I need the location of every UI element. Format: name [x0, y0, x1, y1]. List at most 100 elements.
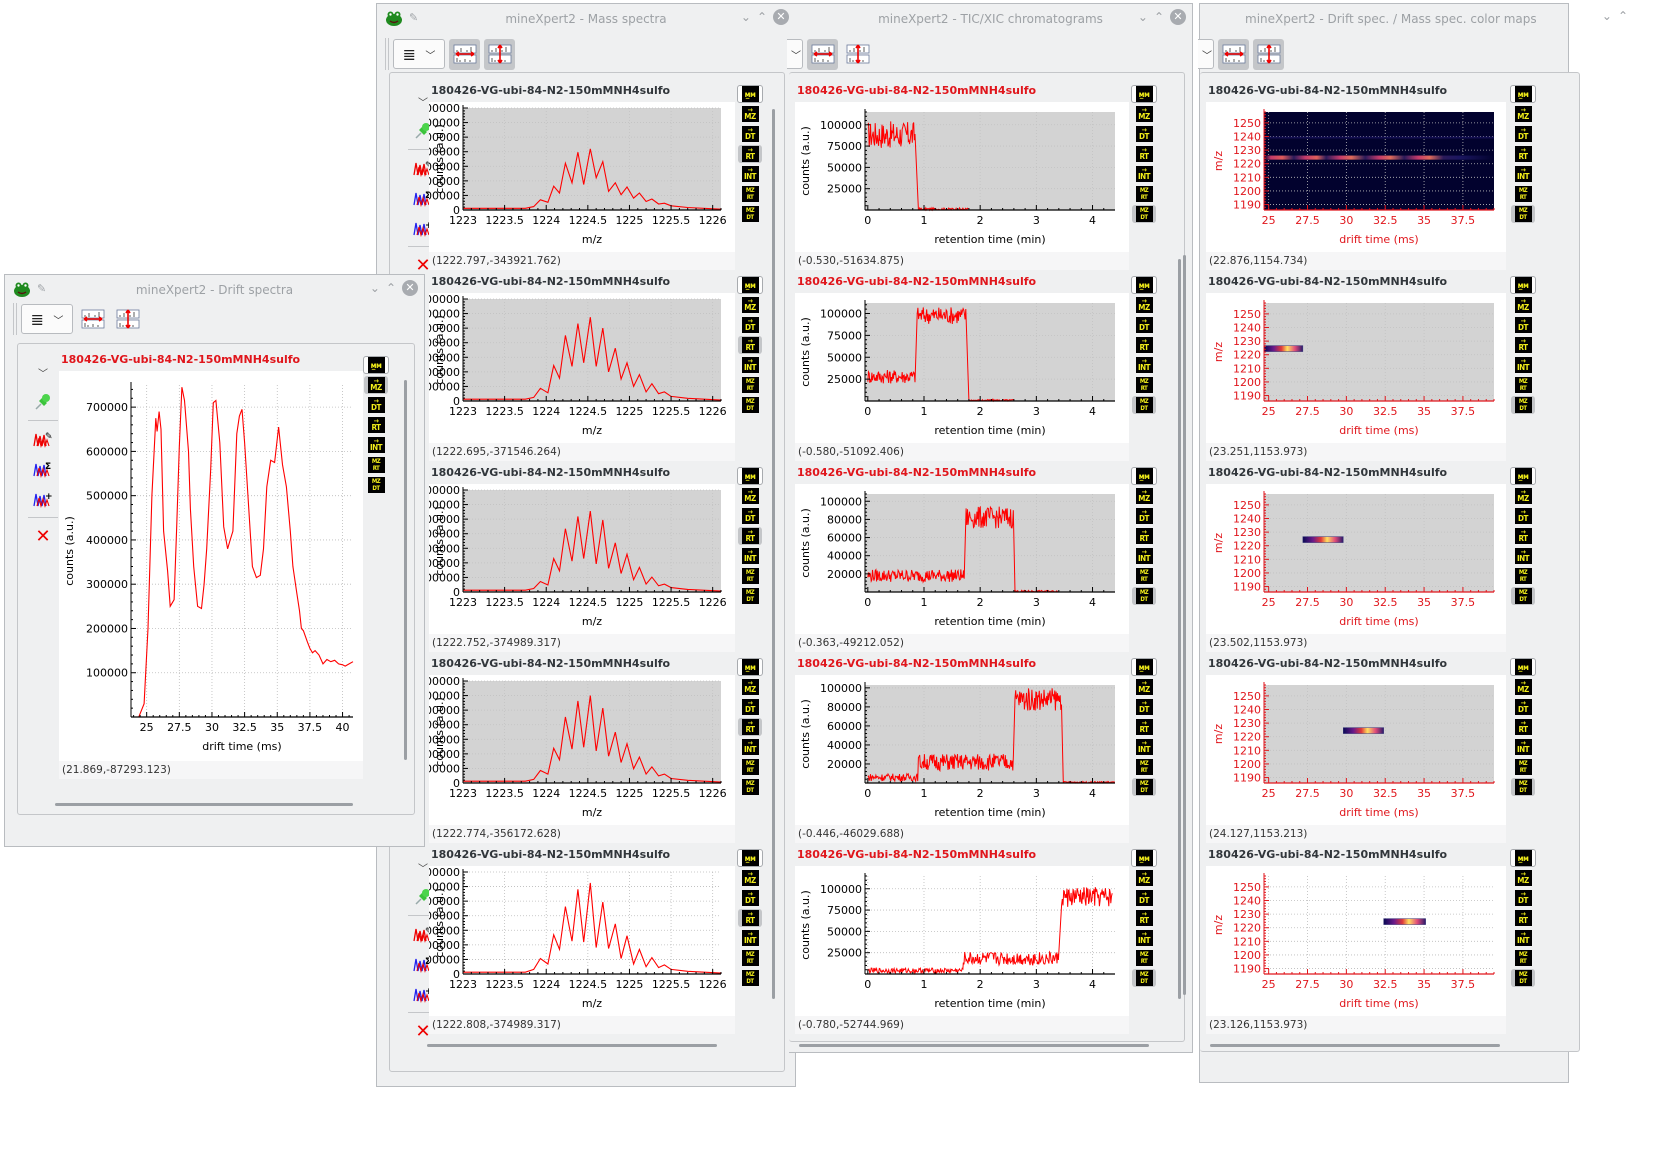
to-dt-button[interactable]: → DT: [738, 316, 762, 334]
to-dt-button[interactable]: → DT: [738, 125, 762, 143]
to-int-button[interactable]: → INT: [1132, 547, 1156, 565]
horizontal-scrollbar[interactable]: [427, 1044, 717, 1047]
to-mz-button[interactable]: → MZ: [1132, 869, 1156, 887]
toolbar-grip[interactable]: [13, 303, 17, 335]
plot-widget[interactable]: 180426-VG-ubi-84-N2-150mMNH4sulfo 1223 122…: [418, 466, 735, 656]
plot-widget[interactable]: 180426-VG-ubi-84-N2-150mMNH4sulfo 1223 122…: [418, 275, 735, 465]
mass-spec-button[interactable]: ᴍ̲ᴍ: [737, 276, 763, 294]
to-dt-button[interactable]: → DT: [1511, 316, 1535, 334]
to-dt-button[interactable]: → DT: [738, 507, 762, 525]
to-dt-button[interactable]: → DT: [738, 889, 762, 907]
plot-widget[interactable]: 180426-VG-ubi-84-N2-150mMNH4sulfo 0 1 2 3 4 25…: [795, 84, 1129, 274]
vertical-scrollbar[interactable]: [772, 109, 775, 999]
plot-widget[interactable]: 180426-VG-ubi-84-N2-150mMNH4sulfo 0 1 2 3 4 25…: [795, 275, 1129, 465]
plot-canvas[interactable]: 25 27.5 30 32.5 35 37.51190120012101220123012…: [1206, 293, 1506, 443]
mz-dt-map-button[interactable]: MZ DT: [1132, 778, 1156, 796]
plot-widget[interactable]: 180426-VG-ubi-84-N2-150mMNH4sulfo 25 27.5 3…: [1206, 84, 1506, 274]
spectrum-sum-icon[interactable]: Σ: [412, 187, 434, 209]
to-mz-button[interactable]: → MZ: [1511, 487, 1535, 505]
mz-dt-map-button[interactable]: MZ DT: [364, 476, 388, 494]
to-int-button[interactable]: → INT: [738, 165, 762, 183]
chevron-down-icon[interactable]: ⌄: [1137, 10, 1148, 24]
mz-dt-map-button[interactable]: MZ DT: [738, 587, 762, 605]
mz-dt-map-button[interactable]: MZ DT: [1511, 778, 1535, 796]
pin-icon[interactable]: ✎: [409, 11, 419, 24]
to-int-button[interactable]: → INT: [1132, 165, 1156, 183]
sync-horizontal-button[interactable]: [449, 38, 480, 70]
to-rt-button[interactable]: → RT: [738, 336, 762, 354]
to-int-button[interactable]: → INT: [738, 738, 762, 756]
mz-rt-map-button[interactable]: MZ RT: [1132, 567, 1156, 585]
mass-spec-button[interactable]: ᴍ̲ᴍ: [1510, 849, 1536, 867]
to-mz-button[interactable]: → MZ: [738, 487, 762, 505]
to-mz-button[interactable]: → MZ: [1511, 678, 1535, 696]
plot-canvas[interactable]: 0 1 2 3 4 20000 40000 60000 80000 100000 retention…: [795, 675, 1129, 825]
mz-dt-map-button[interactable]: MZ DT: [1132, 969, 1156, 987]
delete-red-x-icon[interactable]: ✕: [415, 1020, 431, 1042]
mz-dt-map-button[interactable]: MZ DT: [1132, 587, 1156, 605]
mz-dt-map-button[interactable]: MZ DT: [1511, 205, 1535, 223]
to-rt-button[interactable]: → RT: [738, 527, 762, 545]
to-rt-button[interactable]: → RT: [738, 145, 762, 163]
sync-vertical-button[interactable]: [842, 39, 873, 70]
plot-canvas[interactable]: 1223 1223.5 1224 1224.5 1225 1225.5 1226 0 10000…: [418, 293, 735, 443]
mass-spec-button[interactable]: ᴍ̲ᴍ: [1510, 467, 1536, 485]
plot-canvas[interactable]: 0 1 2 3 4 25000 50000 75000 100000 retention time…: [795, 866, 1129, 1016]
to-int-button[interactable]: → INT: [1132, 738, 1156, 756]
plot-canvas[interactable]: 25 27.5 30 32.5 35 37.51190120012101220123012…: [1206, 484, 1506, 634]
to-mz-button[interactable]: → MZ: [738, 678, 762, 696]
plot-canvas[interactable]: 25 27.5 30 32.5 35 37.5 40 100000 200000 300000 40…: [59, 371, 363, 761]
to-mz-button[interactable]: → MZ: [1132, 487, 1156, 505]
mz-dt-map-button[interactable]: MZ DT: [1511, 587, 1535, 605]
chevron-up-icon[interactable]: ⌃: [385, 281, 396, 295]
mz-rt-map-button[interactable]: MZ RT: [738, 185, 762, 203]
mass-spec-button[interactable]: ᴍ̲ᴍ: [1131, 849, 1157, 867]
to-dt-button[interactable]: → DT: [1132, 507, 1156, 525]
sync-horizontal-button[interactable]: [1218, 38, 1249, 70]
plot-canvas[interactable]: 25 27.5 30 32.5 35 37.51190120012101220123012…: [1206, 102, 1506, 252]
spectrum-add-icon[interactable]: +: [412, 217, 434, 239]
mz-rt-map-button[interactable]: MZ RT: [1511, 185, 1535, 203]
to-rt-button[interactable]: → RT: [1511, 527, 1535, 545]
mass-window-right-scroll[interactable]: [1183, 255, 1186, 995]
mz-rt-map-button[interactable]: MZ RT: [364, 456, 388, 474]
mz-rt-map-button[interactable]: MZ RT: [1511, 376, 1535, 394]
mass-spec-button[interactable]: ᴍ̲ᴍ: [1131, 658, 1157, 676]
plot-canvas[interactable]: 1223 1223.5 1224 1224.5 1225 1225.5 1226 0 10000…: [418, 102, 735, 252]
title-bar[interactable]: ✎ mineXpert2 - Drift spectra ⌄ ⌃ ✕: [5, 275, 424, 305]
mz-rt-map-button[interactable]: MZ RT: [738, 949, 762, 967]
close-circle-icon[interactable]: ✕: [402, 280, 418, 296]
pin-green-icon[interactable]: [412, 886, 434, 908]
to-rt-button[interactable]: → RT: [1511, 909, 1535, 927]
mz-rt-map-button[interactable]: MZ RT: [1511, 949, 1535, 967]
delete-red-x-icon[interactable]: ✕: [35, 525, 51, 547]
plot-canvas[interactable]: 25 27.5 30 32.5 35 37.51190120012101220123012…: [1206, 675, 1506, 825]
to-dt-button[interactable]: → DT: [1511, 698, 1535, 716]
plot-widget[interactable]: 180426-VG-ubi-84-N2-150mMNH4sulfo 25 27.5 3…: [1206, 466, 1506, 656]
to-dt-button[interactable]: → DT: [1511, 125, 1535, 143]
to-rt-button[interactable]: → RT: [1132, 145, 1156, 163]
to-dt-button[interactable]: → DT: [1132, 125, 1156, 143]
title-bar[interactable]: mineXpert2 - Drift spec. / Mass spec. co…: [1200, 4, 1628, 34]
vertical-scrollbar[interactable]: [404, 380, 407, 760]
mz-dt-map-button[interactable]: MZ DT: [738, 969, 762, 987]
chevron-down-icon[interactable]: ⌄: [740, 10, 751, 24]
to-dt-button[interactable]: → DT: [364, 396, 388, 414]
mz-rt-map-button[interactable]: MZ RT: [738, 758, 762, 776]
mass-spec-button[interactable]: ᴍ̲ᴍ: [1131, 276, 1157, 294]
to-int-button[interactable]: → INT: [1511, 547, 1535, 565]
sync-horizontal-button[interactable]: [77, 304, 108, 335]
toolbar-grip[interactable]: [385, 38, 389, 70]
menu-button[interactable]: ≣ ﹀: [393, 39, 445, 69]
plot-widget[interactable]: 180426-VG-ubi-84-N2-150mMNH4sulfo 0 1 2 3 4 20…: [795, 466, 1129, 656]
sync-horizontal-button[interactable]: [807, 38, 838, 70]
mass-spec-button[interactable]: ᴍ̲ᴍ: [1131, 467, 1157, 485]
to-dt-button[interactable]: → DT: [1132, 889, 1156, 907]
plot-canvas[interactable]: 0 1 2 3 4 25000 50000 75000 100000 retention time…: [795, 102, 1129, 252]
mass-spec-button[interactable]: ᴍ̲ᴍ: [737, 849, 763, 867]
to-rt-button[interactable]: → RT: [738, 718, 762, 736]
horizontal-scrollbar[interactable]: [55, 803, 353, 806]
to-rt-button[interactable]: → RT: [1511, 336, 1535, 354]
mz-rt-map-button[interactable]: MZ RT: [1511, 567, 1535, 585]
to-rt-button[interactable]: → RT: [1132, 718, 1156, 736]
